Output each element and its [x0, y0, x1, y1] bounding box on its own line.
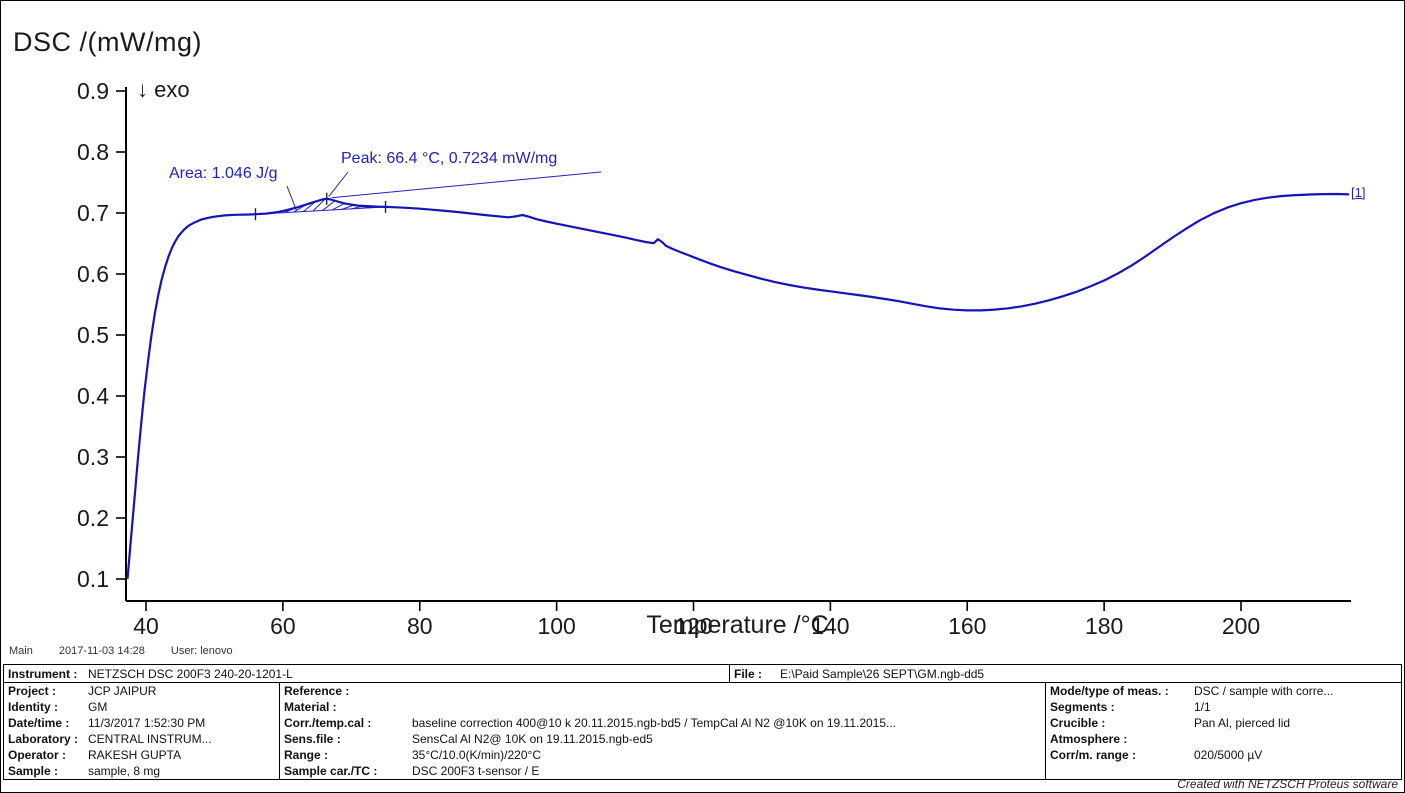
status-view: Main — [9, 645, 33, 657]
meta-label-segments: Segments : — [1050, 700, 1115, 714]
svg-text:0.8: 0.8 — [77, 139, 109, 165]
peak-annotation: Peak: 66.4 °C, 0.7234 mW/mg — [341, 150, 558, 167]
meta-value-corr-m-range: 020/5000 µV — [1194, 748, 1263, 762]
svg-text:0.1: 0.1 — [77, 566, 109, 592]
svg-text:0.4: 0.4 — [77, 383, 109, 409]
svg-text:0.6: 0.6 — [77, 261, 109, 287]
meta-label-mode: Mode/type of meas. : — [1050, 684, 1169, 698]
meta-value-range: 35°C/10.0(K/min)/220°C — [406, 747, 1046, 763]
meta-label-reference: Reference : — [284, 684, 350, 698]
meta-label-sens-file: Sens.file : — [284, 732, 341, 746]
svg-text:140: 140 — [811, 613, 849, 639]
axes — [125, 87, 1351, 602]
svg-text:60: 60 — [270, 613, 296, 639]
dsc-plot: 0.1 0.2 0.3 0.4 0.5 0.6 0.7 0.8 0.9 40 60 80 100 120 1… — [77, 78, 1351, 639]
svg-text:0.7: 0.7 — [77, 200, 109, 226]
svg-text:0.5: 0.5 — [77, 322, 109, 348]
meta-label-file: File : — [734, 666, 763, 681]
meta-value-segments: 1/1 — [1194, 700, 1211, 714]
svg-text:0.9: 0.9 — [77, 78, 109, 104]
meta-label-datetime: Date/time : — [8, 716, 70, 730]
meta-value-reference — [406, 683, 1046, 699]
meta-label-range: Range : — [284, 748, 329, 762]
svg-text:40: 40 — [133, 613, 159, 639]
meta-label-instrument: Instrument : — [8, 666, 78, 681]
meta-label-sample: Sample : — [8, 764, 59, 778]
status-user: User: lenovo — [170, 645, 233, 657]
meta-label-sample-car-tc: Sample car./TC : — [284, 764, 378, 778]
meta-label-project: Project : — [8, 684, 57, 698]
table-row: Date/time : 11/3/2017 1:52:30 PM Corr./t… — [4, 715, 1401, 731]
meta-label-corr-m-range: Corr/m. range : — [1050, 748, 1137, 762]
dsc-curve — [126, 192, 1350, 580]
svg-text:0.3: 0.3 — [77, 444, 109, 470]
meta-value-sample: sample, 8 mg — [82, 763, 280, 779]
meta-label-corr-temp-cal: Corr./temp.cal : — [284, 716, 372, 730]
meta-value-material — [406, 699, 1046, 715]
curve-id-label: [1] — [1351, 185, 1366, 200]
meta-value-sens-file: SensCal Al N2@ 10K on 19.11.2015.ngb-ed5 — [406, 731, 1046, 747]
meta-value-laboratory: CENTRAL INSTRUM... — [82, 731, 280, 747]
annotation-leaders — [286, 171, 602, 212]
svg-text:200: 200 — [1222, 613, 1260, 639]
meta-value-file: E:\Paid Sample\26 SEPT\GM.ngb-dd5 — [780, 666, 985, 681]
metadata-header-row: Instrument : NETZSCH DSC 200F3 240-20-12… — [4, 665, 1401, 683]
meta-value-datetime: 11/3/2017 1:52:30 PM — [82, 715, 280, 731]
meta-value-crucible: Pan Al, pierced lid — [1194, 716, 1291, 730]
meta-value-sample-car-tc: DSC 200F3 t-sensor / E — [406, 763, 1046, 779]
meta-label-material: Material : — [284, 700, 337, 714]
metadata-table: Instrument : NETZSCH DSC 200F3 240-20-12… — [3, 664, 1402, 780]
y-axis-ticks: 0.1 0.2 0.3 0.4 0.5 0.6 0.7 0.8 0.9 — [77, 78, 126, 592]
svg-text:180: 180 — [1085, 613, 1123, 639]
meta-value-instrument: NETZSCH DSC 200F3 240-20-1201-L — [82, 665, 730, 682]
svg-text:100: 100 — [537, 613, 575, 639]
svg-text:160: 160 — [948, 613, 986, 639]
status-line: Main 2017-11-03 14:28 User: lenovo — [9, 645, 259, 657]
x-axis-ticks: 40 60 80 100 120 140 160 180 200 — [133, 601, 1260, 639]
status-datetime: 2017-11-03 14:28 — [58, 645, 145, 657]
table-row: Project : JCP JAIPUR Reference : Mode/ty… — [4, 683, 1401, 699]
meta-value-mode: DSC / sample with corre... — [1194, 684, 1334, 698]
y-axis-unit-title: DSC /(mW/mg) — [13, 27, 202, 57]
meta-label-atmosphere: Atmosphere : — [1050, 732, 1128, 746]
meta-value-operator: RAKESH GUPTA — [82, 747, 280, 763]
x-axis-title: Temperature /°C — [646, 611, 829, 639]
meta-label-crucible: Crucible : — [1050, 716, 1106, 730]
meta-value-corr-temp-cal: baseline correction 400@10 k 20.11.2015.… — [406, 715, 1046, 731]
table-row: Laboratory : CENTRAL INSTRUM... Sens.fil… — [4, 731, 1401, 747]
software-credit: Created with NETZSCH Proteus software — [1177, 777, 1398, 791]
area-annotation: Area: 1.046 J/g — [169, 165, 278, 182]
table-row: Identity : GM Material : Segments : 1/1 — [4, 699, 1401, 715]
meta-label-operator: Operator : — [8, 748, 67, 762]
exo-direction-label: ↓ exo — [137, 77, 190, 102]
meta-label-laboratory: Laboratory : — [8, 732, 79, 746]
svg-text:120: 120 — [674, 613, 712, 639]
svg-text:0.2: 0.2 — [77, 505, 109, 531]
table-row: Operator : RAKESH GUPTA Range : 35°C/10.… — [4, 747, 1401, 763]
meta-label-identity: Identity : — [8, 700, 58, 714]
svg-text:80: 80 — [407, 613, 433, 639]
table-row: Sample : sample, 8 mg Sample car./TC : D… — [4, 763, 1401, 779]
meta-value-project: JCP JAIPUR — [82, 683, 280, 699]
meta-value-identity: GM — [82, 699, 280, 715]
